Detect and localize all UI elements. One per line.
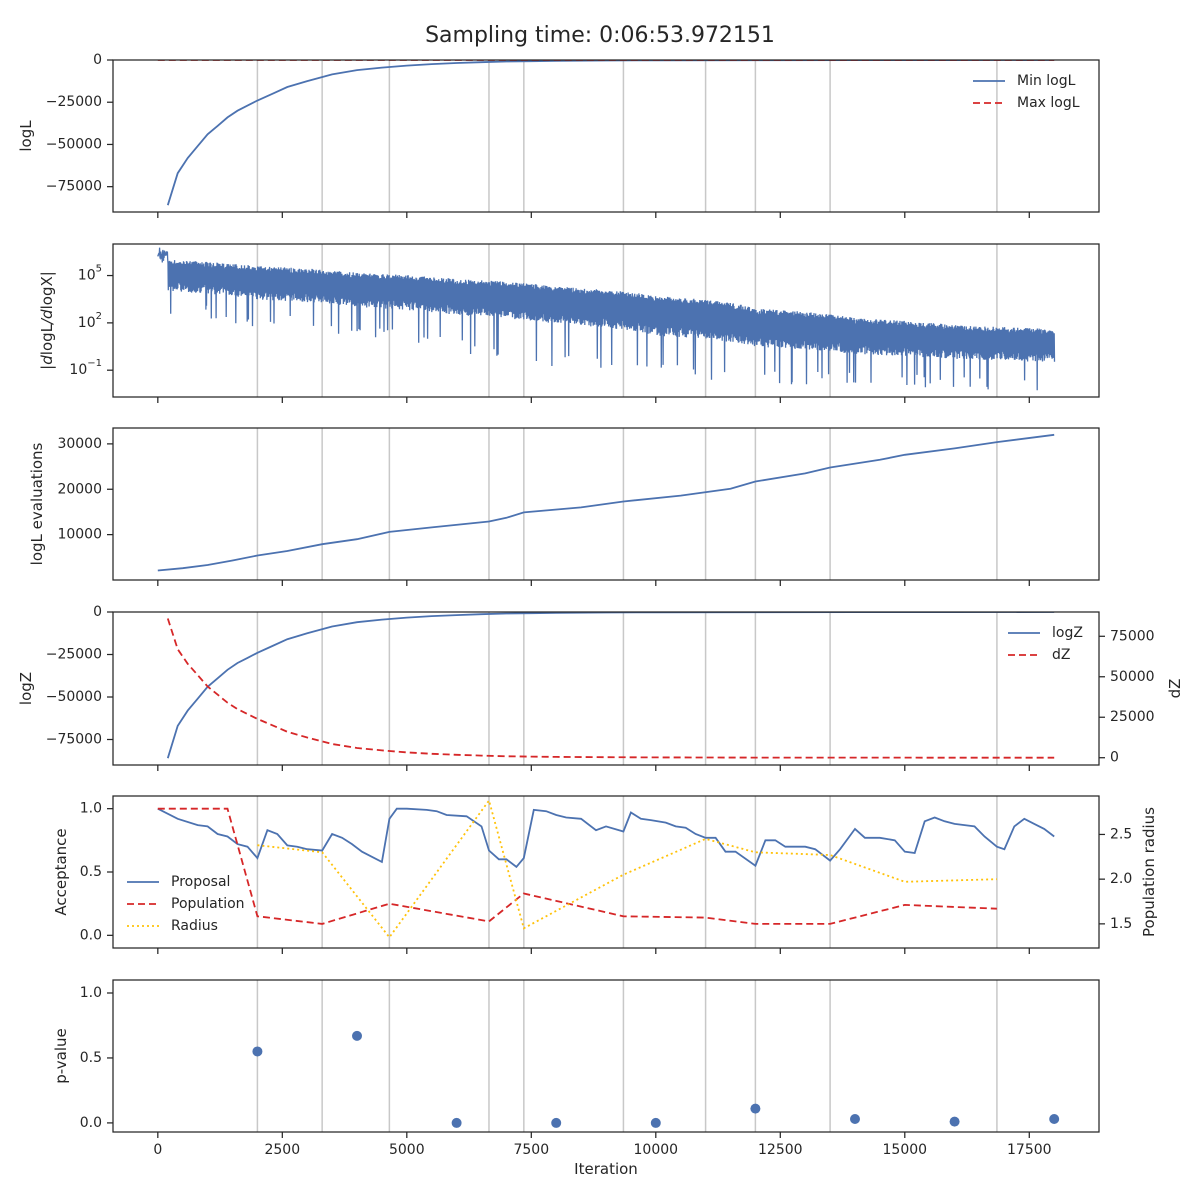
series-line-radius (257, 798, 997, 939)
plot-area (157, 247, 1056, 391)
plot-area (157, 433, 1055, 572)
y2-axis-label: dZ (1166, 679, 1184, 699)
y-tick-label: 0 (93, 52, 102, 68)
panel-logL: 0 −25000 −50000 −75000 logL Min logL Max logL (17, 52, 1100, 218)
y-tick-label: −75000 (46, 179, 102, 195)
axes-frame (112, 59, 1100, 213)
y-tick-label: 0.5 (80, 864, 102, 880)
legend-label: Max logL (1017, 95, 1080, 111)
data-point (451, 1117, 462, 1128)
legend-label: Population (171, 896, 245, 912)
data-point (750, 1103, 761, 1114)
y2-tick-label: 1.5 (1110, 916, 1132, 932)
y2-tick-label: 2.5 (1110, 826, 1132, 842)
legend-label: Radius (171, 918, 218, 934)
plot-area (157, 798, 1055, 939)
x-tick-label: 10000 (634, 1142, 679, 1158)
y-axis-label: Acceptance (52, 828, 70, 915)
y-tick-label: 20000 (57, 481, 102, 497)
data-point (1049, 1114, 1060, 1125)
series-line-proposal (157, 807, 1055, 869)
panel-dlogL: 105 102 10−1 |dlogL/dlogX| (38, 243, 1100, 403)
y-tick-label: 10−1 (69, 358, 102, 378)
axes-frame (112, 611, 1100, 766)
series-line-min-logl (166, 60, 1055, 206)
data-point (252, 1046, 263, 1057)
legend-label: Min logL (1017, 73, 1076, 89)
figure-title: Sampling time: 0:06:53.972151 (425, 23, 775, 48)
series-line-population (157, 807, 997, 925)
plot-area (166, 612, 1055, 759)
series-line-logz (166, 612, 1055, 759)
y-tick-label: 30000 (57, 436, 102, 452)
axes-frame (112, 243, 1100, 398)
y-axis-label: logL evaluations (28, 442, 46, 565)
data-point (551, 1117, 562, 1128)
y-axis-label: |dlogL/dlogX| (38, 271, 56, 370)
plot-area (157, 60, 1055, 206)
y-tick-label: 0.5 (80, 1050, 102, 1066)
series-line-dz (166, 618, 1055, 759)
y-tick-label: −25000 (46, 647, 102, 663)
y-tick-label: 0 (93, 604, 102, 620)
x-tick-label: 17500 (1007, 1142, 1052, 1158)
y2-tick-label: 75000 (1110, 628, 1155, 644)
series-line-solid (157, 433, 1055, 572)
y-axis-label: p-value (52, 1028, 70, 1084)
x-tick-label: 15000 (883, 1142, 928, 1158)
y-tick-label: −75000 (46, 732, 102, 748)
legend-label: Proposal (171, 874, 230, 890)
data-point (650, 1117, 661, 1128)
y-tick-label: 0.0 (80, 927, 102, 943)
panel-evaluations: 10000 20000 30000 logL evaluations (28, 427, 1100, 586)
y-tick-label: 0.0 (80, 1115, 102, 1131)
y-tick-label: −50000 (46, 689, 102, 705)
axes-frame (112, 795, 1100, 949)
data-point (949, 1116, 960, 1127)
x-tick-label: 2500 (264, 1142, 300, 1158)
y-tick-label: 10000 (57, 527, 102, 543)
y-tick-label: 102 (78, 311, 102, 331)
plot-area (252, 1030, 1060, 1128)
panel-acceptance: 0.0 0.5 1.0 1.5 2.0 2.5 Acceptance Population r… (52, 795, 1158, 954)
x-axis-label: Iteration (574, 1160, 638, 1178)
y2-axis-label: Population radius (1140, 807, 1158, 937)
y2-tick-label: 2.0 (1110, 871, 1132, 887)
legend-label: logZ (1052, 625, 1083, 641)
y-tick-label: −50000 (46, 136, 102, 152)
panels: 0 −25000 −50000 −75000 logL Min logL Max logL 1… (17, 52, 1184, 1178)
x-tick-label: 7500 (513, 1142, 549, 1158)
y2-tick-label: 50000 (1110, 669, 1155, 685)
y-tick-label: 1.0 (80, 985, 102, 1001)
y-tick-label: 105 (78, 264, 102, 284)
series-line-noisy (157, 247, 1056, 391)
data-point (849, 1114, 860, 1125)
y2-tick-label: 25000 (1110, 709, 1155, 725)
x-tick-label: 12500 (758, 1142, 803, 1158)
panel-logZ: 0 −25000 −50000 −75000 0 25000 50000 75000 logZ d… (17, 604, 1184, 771)
axes-frame (112, 979, 1100, 1133)
y-axis-label: logL (17, 120, 35, 152)
y2-tick-label: 0 (1110, 750, 1119, 766)
axes-frame (112, 427, 1100, 581)
y-axis-label: logZ (17, 672, 35, 705)
y-tick-label: 1.0 (80, 801, 102, 817)
legend-label: dZ (1052, 647, 1070, 663)
panel-pvalue: 0.0 0.5 1.0 0 2500 5000 7500 10000 12500 15000 175… (52, 979, 1100, 1178)
y-tick-label: −25000 (46, 94, 102, 110)
x-tick-label: 0 (153, 1142, 162, 1158)
data-point (352, 1030, 363, 1041)
x-tick-label: 5000 (389, 1142, 425, 1158)
